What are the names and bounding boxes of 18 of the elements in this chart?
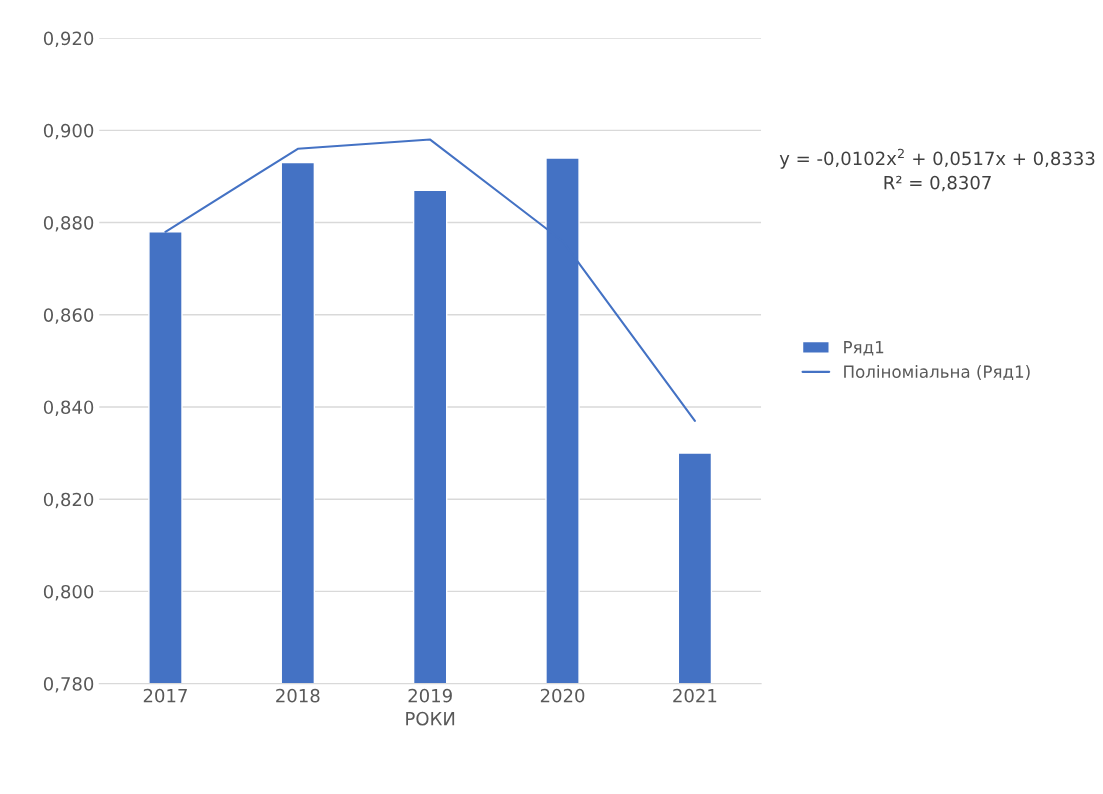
legend-label: Поліноміальна (Ряд1) [844, 365, 1030, 381]
text: y = -0,0102x$^{2}$ + 0,0517x + 0,8333 [779, 148, 1095, 169]
x-tick-label: 2020 [540, 688, 585, 703]
y-tick-label: 0,800 [43, 584, 94, 601]
y-tick-label: 0,840 [43, 400, 94, 416]
legend-label: Ряд1 [844, 341, 884, 356]
y-tick-label: 0,900 [43, 123, 94, 140]
x-tick-label: 2017 [143, 688, 187, 703]
y-tick-label: 0,780 [43, 677, 94, 693]
y-tick-label: 0,920 [43, 31, 94, 48]
y-tick-label: 0,880 [43, 216, 94, 232]
x-tick-label: 2019 [408, 688, 452, 703]
y-tick-label: 0,820 [43, 492, 94, 509]
y-tick-label: 0,860 [43, 308, 94, 324]
x-tick-label: 2021 [673, 688, 717, 703]
text: R² = 0,8307 [884, 175, 991, 192]
x-tick-label: 2018 [276, 688, 320, 703]
x-axis-title: РОКИ [406, 711, 455, 726]
